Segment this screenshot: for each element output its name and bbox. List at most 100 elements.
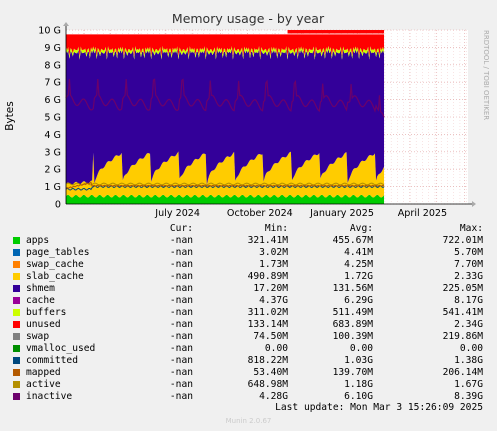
y-tick-label: 5 G bbox=[44, 113, 61, 124]
legend-cur: -nan bbox=[169, 247, 193, 258]
legend-cur: -nan bbox=[169, 259, 193, 270]
legend-swatch bbox=[13, 369, 20, 376]
legend-avg: 511.49M bbox=[332, 307, 373, 318]
x-axis-arrow bbox=[472, 201, 476, 207]
legend-row-committed: committed -nan 818.22M 1.03G 1.38G bbox=[0, 355, 497, 367]
legend-avg: 139.70M bbox=[332, 367, 373, 378]
legend-cur: -nan bbox=[169, 379, 193, 390]
legend-cur: -nan bbox=[169, 343, 193, 354]
memory-chart: Memory usage - by year Bytes RRDTOOL / T… bbox=[4, 11, 490, 219]
legend-cur: -nan bbox=[169, 283, 193, 294]
legend-avg: 683.89M bbox=[332, 319, 373, 330]
legend-name: unused bbox=[26, 319, 61, 330]
col-avg-header: Avg: bbox=[349, 223, 373, 234]
legend-swatch bbox=[13, 381, 20, 388]
legend-max: 722.01M bbox=[442, 235, 483, 246]
legend-row-cache: cache -nan 4.37G 6.29G 8.17G bbox=[0, 295, 497, 307]
legend-row-buffers: buffers -nan 311.02M 511.49M 541.41M bbox=[0, 307, 497, 319]
legend-swatch bbox=[13, 333, 20, 340]
legend-cur: -nan bbox=[169, 271, 193, 282]
legend-max: 1.38G bbox=[454, 355, 483, 366]
legend-swatch bbox=[13, 393, 20, 400]
col-cur-header: Cur: bbox=[169, 223, 193, 234]
legend-row-page-tables: page_tables -nan 3.02M 4.41M 5.70M bbox=[0, 247, 497, 259]
legend-name: shmem bbox=[26, 283, 55, 294]
x-tick-label: October 2024 bbox=[227, 208, 293, 219]
legend-avg: 4.41M bbox=[344, 247, 373, 258]
legend-swatch bbox=[13, 249, 20, 256]
legend-name: committed bbox=[26, 355, 78, 366]
x-tick-labels: July 2024 October 2024 January 2025 April 2… bbox=[154, 208, 447, 219]
legend-min: 4.28G bbox=[259, 391, 288, 402]
legend-min: 490.89M bbox=[247, 271, 288, 282]
legend-row-apps: apps -nan 321.41M 455.67M 722.01M bbox=[0, 235, 497, 247]
line-inactive bbox=[65, 78, 385, 118]
legend-row-slab-cache: slab_cache -nan 490.89M 1.72G 2.33G bbox=[0, 271, 497, 283]
stacked-areas bbox=[66, 30, 385, 204]
legend-max: 8.17G bbox=[454, 295, 483, 306]
legend-row-swap: swap -nan 74.50M 100.39M 219.86M bbox=[0, 331, 497, 343]
legend-max: 1.67G bbox=[454, 379, 483, 390]
legend-max: 2.33G bbox=[454, 271, 483, 282]
legend-avg: 4.25M bbox=[344, 259, 373, 270]
y-tick-label: 10 G bbox=[38, 26, 61, 37]
axes bbox=[63, 22, 476, 207]
y-tick-label: 1 G bbox=[44, 182, 61, 193]
legend-name: buffers bbox=[26, 307, 67, 318]
area-buffers bbox=[66, 46, 385, 60]
legend-max: 219.86M bbox=[442, 331, 483, 342]
legend-row-mapped: mapped -nan 53.40M 139.70M 206.14M bbox=[0, 367, 497, 379]
legend-row-unused: unused -nan 133.14M 683.89M 2.34G bbox=[0, 319, 497, 331]
y-axis-arrow bbox=[63, 22, 69, 26]
chart-title: Memory usage - by year bbox=[172, 11, 325, 26]
legend-max: 0.00 bbox=[459, 343, 483, 354]
legend-cur: -nan bbox=[169, 355, 193, 366]
legend-min: 74.50M bbox=[253, 331, 288, 342]
legend-min: 1.73M bbox=[259, 259, 288, 270]
legend-max: 7.70M bbox=[454, 259, 483, 270]
line-mapped bbox=[65, 181, 385, 189]
legend-cur: -nan bbox=[169, 391, 193, 402]
legend-cur: -nan bbox=[169, 307, 193, 318]
legend-row-shmem: shmem -nan 17.20M 131.56M 225.05M bbox=[0, 283, 497, 295]
legend-min: 53.40M bbox=[253, 367, 288, 378]
legend-name: cache bbox=[26, 295, 55, 306]
y-tick-label: 3 G bbox=[44, 147, 61, 158]
legend-avg: 1.72G bbox=[344, 271, 373, 282]
legend-avg: 131.56M bbox=[332, 283, 373, 294]
legend-name: slab_cache bbox=[26, 271, 84, 282]
legend-name: apps bbox=[26, 235, 50, 246]
legend-max: 225.05M bbox=[442, 283, 483, 294]
legend-avg: 6.29G bbox=[344, 295, 373, 306]
legend-name: inactive bbox=[26, 391, 73, 402]
legend-name: swap_cache bbox=[26, 259, 84, 270]
legend-avg: 1.18G bbox=[344, 379, 373, 390]
legend-name: page_tables bbox=[26, 247, 90, 258]
legend-min: 648.98M bbox=[247, 379, 288, 390]
col-min-header: Min: bbox=[264, 223, 288, 234]
legend-name: active bbox=[26, 379, 61, 390]
legend-max: 5.70M bbox=[454, 247, 483, 258]
series-lines bbox=[65, 78, 385, 191]
y-tick-label: 8 G bbox=[44, 60, 61, 71]
legend-avg: 0.00 bbox=[349, 343, 373, 354]
legend-min: 0.00 bbox=[264, 343, 288, 354]
legend-avg: 1.03G bbox=[344, 355, 373, 366]
col-max-header: Max: bbox=[459, 223, 483, 234]
legend-min: 133.14M bbox=[247, 319, 288, 330]
line-active bbox=[65, 182, 385, 186]
area-apps bbox=[66, 194, 385, 204]
x-tick-label: April 2025 bbox=[398, 208, 447, 219]
y-tick-label: 2 G bbox=[44, 165, 61, 176]
legend-swatch bbox=[13, 309, 20, 316]
legend-swatch bbox=[13, 297, 20, 304]
x-tick-label: July 2024 bbox=[154, 208, 200, 219]
legend-max: 8.39G bbox=[454, 391, 483, 402]
area-swap-band bbox=[287, 30, 385, 34]
legend-min: 818.22M bbox=[247, 355, 288, 366]
legend-swatch bbox=[13, 357, 20, 364]
legend-min: 3.02M bbox=[259, 247, 288, 258]
legend-swatch bbox=[13, 273, 20, 280]
legend-swatch bbox=[13, 345, 20, 352]
legend-name: mapped bbox=[26, 367, 61, 378]
